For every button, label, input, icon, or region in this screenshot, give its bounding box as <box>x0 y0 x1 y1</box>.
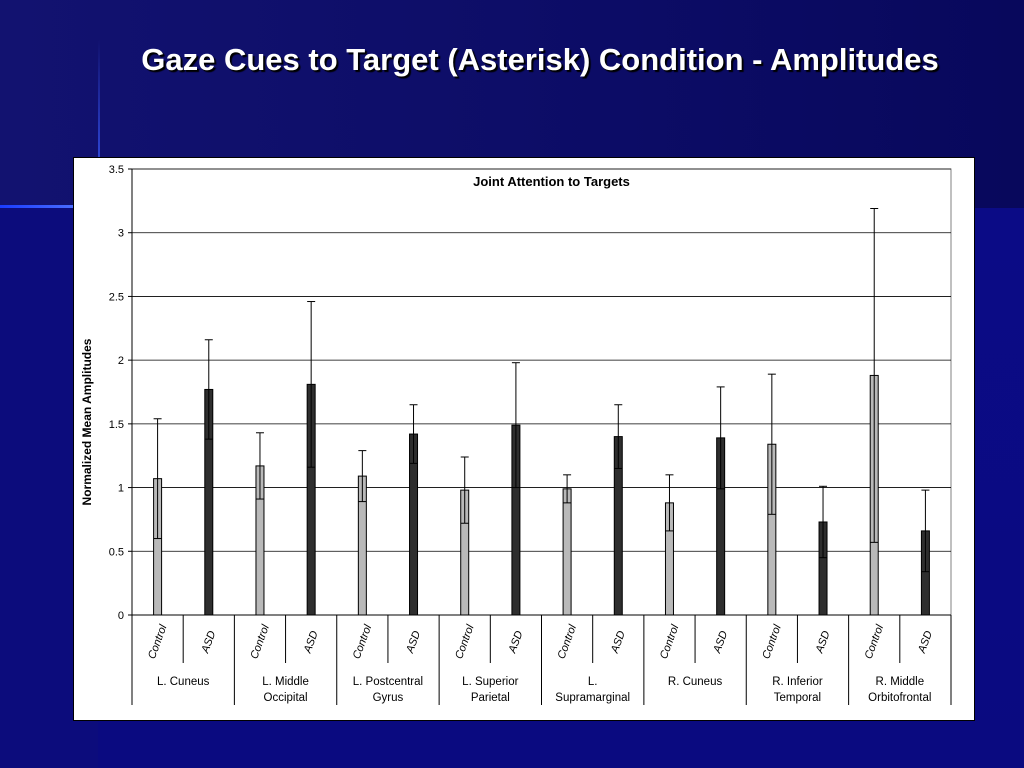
x-subcategory-label: Control <box>351 623 375 661</box>
y-tick-label: 3.5 <box>109 164 124 176</box>
x-category-label: L. Superior <box>462 676 518 688</box>
x-category-label: Supramarginal <box>555 692 630 704</box>
y-tick-label: 2 <box>118 355 124 367</box>
x-subcategory-label: Control <box>146 623 170 661</box>
y-tick-label: 3 <box>118 228 124 240</box>
x-category-label: R. Inferior <box>772 676 823 688</box>
x-category-label: Orbitofrontal <box>868 692 931 704</box>
chart-container: 0 0.5 1 1.5 2 2.5 3 3.5 Joint Attention to Targe… <box>73 157 975 721</box>
x-category-label: L. Middle <box>262 676 309 688</box>
y-tick-label: 1 <box>118 483 124 495</box>
x-subcategory-label: ASD <box>199 629 218 655</box>
chart-title: Joint Attention to Targets <box>473 174 630 189</box>
x-subcategory-label: ASD <box>711 629 730 655</box>
x-subcategory-label: ASD <box>301 629 320 655</box>
y-tick-label: 0 <box>118 610 124 622</box>
y-axis-label: Normalized Mean Amplitudes <box>80 338 94 505</box>
x-subcategory-label: ASD <box>813 629 832 655</box>
bar-control <box>562 488 572 616</box>
y-tick-label: 2.5 <box>109 291 124 303</box>
y-tick-label: 0.5 <box>109 546 124 558</box>
bar-chart: 0 0.5 1 1.5 2 2.5 3 3.5 Joint Attention to Targe… <box>80 164 952 705</box>
slide-title: Gaze Cues to Target (Asterisk) Condition… <box>141 42 939 77</box>
x-subcategory-label: Control <box>658 623 682 661</box>
x-subcategory-label: Control <box>248 623 272 661</box>
x-category-label: Parietal <box>471 692 510 704</box>
x-subcategory-label: Control <box>556 623 580 661</box>
x-subcategory-label: Control <box>453 623 477 661</box>
x-category-label: L. <box>588 676 598 688</box>
y-tick-label: 1.5 <box>109 419 124 431</box>
x-subcategory-label: ASD <box>916 629 935 655</box>
x-subcategory-label: ASD <box>506 629 525 655</box>
x-subcategory-label: ASD <box>404 629 423 655</box>
x-subcategory-label: ASD <box>609 629 628 655</box>
x-category-label: Gyrus <box>373 692 404 704</box>
x-category-label: R. Cuneus <box>668 676 723 688</box>
x-category-label: L. Postcentral <box>353 676 423 688</box>
x-category-label: Temporal <box>774 692 821 704</box>
x-subcategory-label: Control <box>863 623 887 661</box>
accent-line-horizontal <box>0 205 74 208</box>
x-category-label: R. Middle <box>876 676 925 688</box>
accent-line-vertical <box>98 40 100 210</box>
x-category-label: L. Cuneus <box>157 676 210 688</box>
plot-area <box>131 168 952 616</box>
x-subcategory-label: Control <box>760 623 784 661</box>
x-category-label: Occipital <box>264 692 308 704</box>
